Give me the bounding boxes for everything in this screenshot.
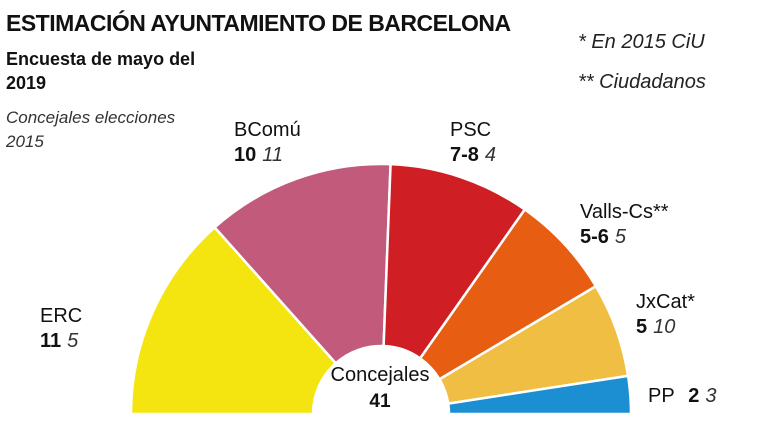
segment-bcom: [212, 162, 392, 365]
seats-2015: 11: [262, 144, 284, 166]
party-name: PP: [648, 385, 675, 407]
center-label: Concejales 41: [320, 364, 440, 413]
seats-2015: 4: [484, 144, 497, 166]
seats-2015: 10: [653, 316, 676, 338]
seat-estimate: 5: [636, 316, 648, 338]
total-seats: 41: [369, 391, 391, 412]
party-name: JxCat*: [636, 291, 695, 313]
footnote-ciu: * En 2015 CiU: [578, 31, 705, 53]
segment-pp: [446, 374, 633, 416]
label-valls-cs: Valls-Cs** 5-6 5: [580, 200, 669, 250]
footnotes: * En 2015 CiU ** Ciudadanos: [578, 22, 706, 102]
seat-estimate: 11: [40, 330, 62, 352]
label-erc: ERC 11 5: [40, 304, 82, 354]
party-name: PSC: [450, 119, 492, 141]
seats-2015: 5: [67, 330, 79, 352]
center-caption: Concejales: [330, 364, 430, 386]
label-bcomu: BComú 10 11: [234, 118, 301, 168]
seat-estimate: 2: [688, 385, 700, 407]
seats-2015: 5: [614, 226, 627, 248]
label-psc: PSC 7-8 4: [450, 118, 496, 168]
segment-erc: [129, 225, 338, 416]
seats-2015: 3: [705, 385, 717, 407]
seat-estimate: 10: [234, 144, 257, 166]
footnote-ciudadanos: ** Ciudadanos: [578, 71, 706, 93]
segment-psc: [382, 162, 527, 361]
label-jxcat: JxCat* 5 10: [636, 290, 695, 340]
party-name: BComú: [234, 119, 301, 141]
chart-subtitle: Encuesta de mayo del 2019: [6, 49, 196, 93]
chart-title: ESTIMACIÓN AYUNTAMIENTO DE BARCELONA: [6, 10, 511, 36]
legend-note-2015: Concejales elecciones 2015: [6, 108, 176, 151]
seat-estimate: 7-8: [450, 144, 479, 166]
party-name: ERC: [40, 305, 83, 327]
seat-estimate: 5-6: [580, 226, 609, 248]
party-name: Valls-Cs**: [580, 201, 669, 223]
